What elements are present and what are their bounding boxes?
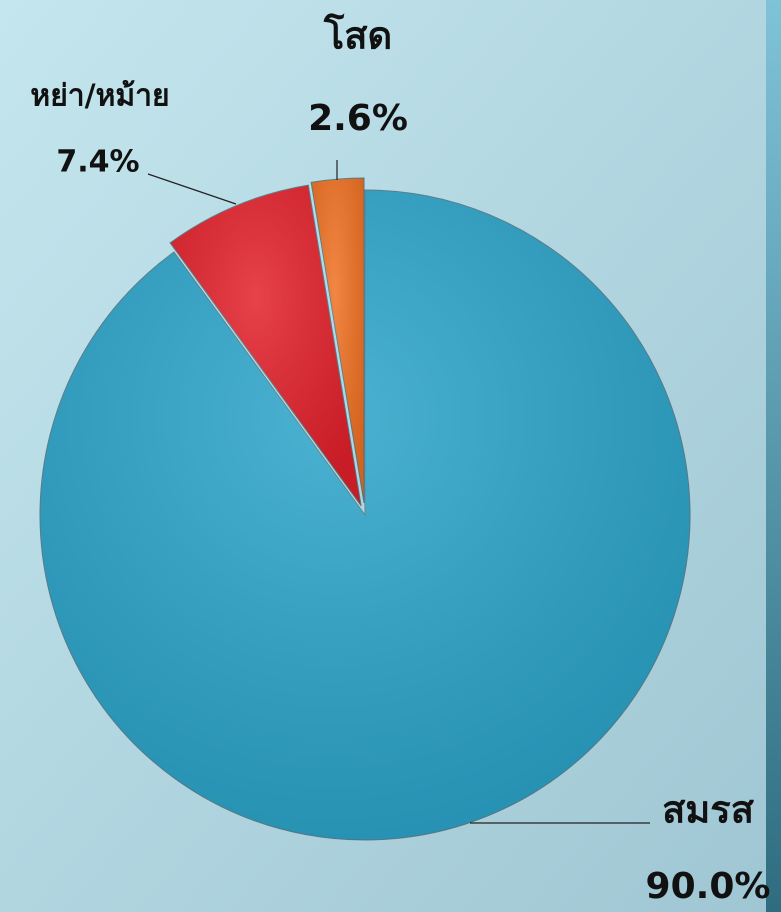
slice-shade [311, 178, 365, 504]
value-label: 7.4% [56, 145, 139, 180]
pie [39, 177, 691, 841]
category-label: โสด [323, 13, 392, 58]
side-strip [766, 0, 781, 912]
category-label: สมรส [662, 788, 755, 832]
value-label: 2.6% [308, 98, 408, 139]
value-label: 90.0% [646, 866, 771, 907]
labels: สมรส 90.0% หย่า/หม้าย 7.4% โสด 2.6% [30, 13, 770, 908]
category-label: หย่า/หม้าย [30, 79, 169, 114]
slice-shade [39, 190, 690, 841]
leader-line [147, 173, 237, 205]
slice-shade [170, 185, 362, 506]
